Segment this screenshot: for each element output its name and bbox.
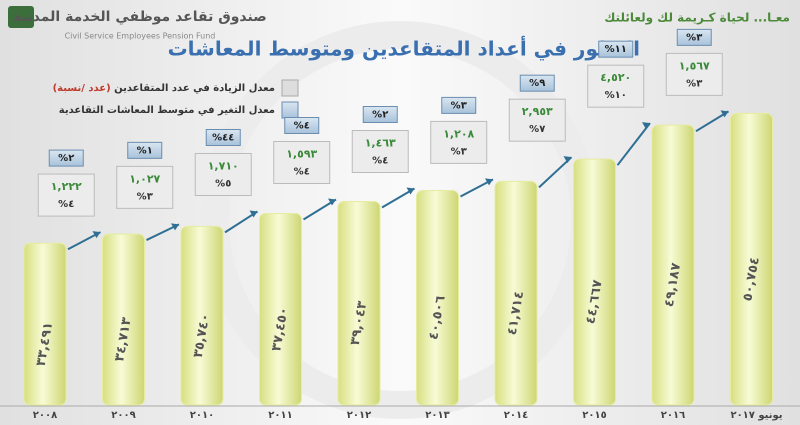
count-box — [430, 120, 488, 164]
count-label: ١,٧١٠ — [208, 159, 239, 172]
bar — [259, 212, 302, 406]
bar — [573, 158, 616, 406]
pension-pct-label: %٢ — [58, 153, 74, 164]
org-name: صندوق تقاعد موظفي الخدمة المدنية — [13, 9, 267, 25]
pension-pct-label: %٢ — [372, 109, 388, 120]
count-label: ١,٤٦٣ — [365, 136, 396, 149]
count-label: ١,٥٦٧ — [679, 59, 710, 72]
x-tick-label: ٢٠١٠ — [190, 410, 214, 421]
legend-label: معدل الزيادة في عدد المتقاعدين (عدد /نسب… — [53, 83, 275, 94]
pension-pct-label: %٤٤ — [212, 132, 234, 143]
count-pct-label: %١٠ — [605, 90, 627, 101]
pension-pct-label: %١١ — [605, 44, 627, 55]
pension-box — [205, 128, 241, 146]
bar — [730, 112, 773, 406]
arrow-head — [249, 210, 258, 218]
x-tick-label: يونيو ٢٠١٧ — [730, 410, 782, 421]
pension-pct-label: %٩ — [529, 78, 545, 89]
logo — [8, 6, 34, 28]
count-pct-label: %٣ — [686, 78, 702, 89]
count-pct-label: %٣ — [451, 146, 467, 157]
count-pct-label: %٤ — [58, 199, 74, 210]
pension-pct-label: %٣ — [686, 32, 702, 43]
arrow-head — [171, 223, 179, 231]
count-pct-label: %٣ — [137, 191, 153, 202]
org-name-en: Civil Service Employees Pension Fund — [65, 32, 216, 41]
arrow-head — [406, 187, 415, 195]
legend-label: معدل التغير في متوسط المعاشات التقاعدية — [59, 105, 275, 116]
arrow-head — [328, 198, 336, 206]
legend-swatch — [281, 79, 299, 97]
arrow-head — [485, 178, 493, 186]
pension-box — [441, 96, 477, 114]
count-pct-label: %٤ — [294, 167, 310, 178]
count-box — [508, 98, 566, 142]
count-pct-label: %٤ — [372, 155, 388, 166]
bar — [23, 242, 67, 406]
count-box — [37, 173, 95, 217]
count-pct-label: %٥ — [215, 178, 231, 189]
count-pct-label: %٧ — [529, 124, 545, 135]
arrow-head — [642, 122, 650, 130]
count-box — [194, 152, 252, 196]
count-box — [665, 52, 723, 96]
x-tick-label: ٢٠١٣ — [425, 410, 449, 421]
chart-title: التطور في أعداد المتقاعدين ومتوسط المعاش… — [168, 35, 640, 62]
pension-pct-label: %٣ — [451, 100, 467, 111]
count-label: ٢,٩٥٣ — [522, 105, 553, 118]
x-tick-label: ٢٠١١ — [268, 410, 292, 421]
bar — [102, 233, 145, 406]
count-label: ٤,٥٢٠ — [600, 71, 631, 84]
x-tick-label: ٢٠١٦ — [661, 410, 685, 421]
x-tick-label: ٢٠١٢ — [347, 410, 371, 421]
arrow-head — [563, 156, 572, 164]
pension-box — [598, 40, 634, 58]
count-box — [116, 165, 174, 209]
bar — [651, 124, 695, 406]
arrow — [616, 122, 651, 166]
x-tick-label: ٢٠٠٨ — [33, 410, 57, 421]
pension-box — [127, 141, 163, 159]
bar — [416, 189, 459, 406]
x-tick-label: ٢٠٠٩ — [111, 410, 135, 421]
count-box — [351, 129, 409, 173]
pension-box — [676, 28, 712, 46]
pension-pct-label: %١ — [137, 145, 153, 156]
pension-box — [519, 74, 555, 92]
pension-box — [48, 149, 84, 167]
x-tick-label: ٢٠١٥ — [582, 410, 606, 421]
count-label: ١,٢٢٢ — [51, 180, 82, 193]
bar — [180, 225, 224, 406]
pension-pct-label: %٤ — [294, 121, 310, 132]
x-tick-label: ٢٠١٤ — [504, 410, 528, 421]
count-box — [273, 141, 331, 185]
bar — [337, 201, 381, 406]
count-label: ١,٢٠٨ — [443, 127, 474, 140]
count-label: ١,٥٩٣ — [286, 148, 317, 161]
count-box — [587, 64, 645, 108]
bar — [494, 180, 538, 406]
arrow-head — [92, 231, 101, 239]
slogan: معـا... لحياة كـريمة لك ولعائلتك — [604, 11, 790, 26]
arrow — [538, 156, 573, 189]
pension-box — [362, 105, 398, 123]
pension-box — [284, 117, 320, 135]
arrow-head — [720, 110, 729, 118]
legend-swatch — [281, 101, 299, 119]
count-label: ١,٠٢٧ — [129, 172, 160, 185]
